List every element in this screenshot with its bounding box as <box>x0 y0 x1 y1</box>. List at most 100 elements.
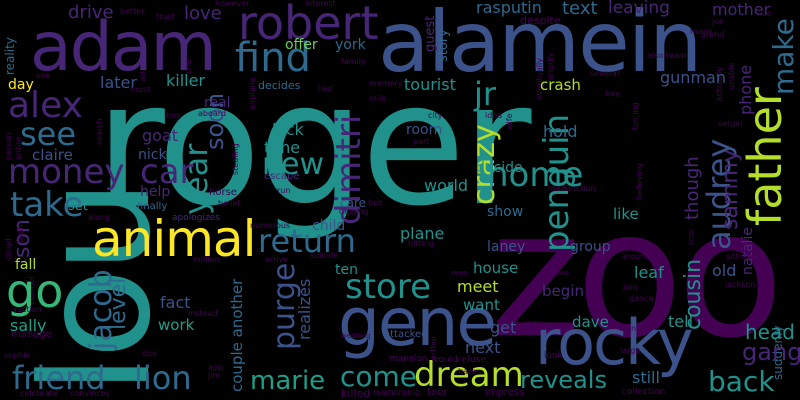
word-rasputin: rasputin <box>476 0 542 17</box>
word-real: real <box>204 95 231 111</box>
word-gunman: gunman <box>660 68 726 87</box>
word-money: money <box>8 152 125 192</box>
word-adam: adam <box>30 8 217 87</box>
word-dance: dance <box>629 294 654 303</box>
word-crop: crop <box>687 229 695 245</box>
word-believing: believing <box>635 163 644 200</box>
word-mile: mile <box>369 94 387 103</box>
word-meet: meet <box>457 277 499 296</box>
word-killer: killer <box>166 71 206 90</box>
word-look: look <box>544 351 563 361</box>
word-belief: belief <box>218 199 241 208</box>
word-make: make <box>767 18 800 95</box>
word-aboard: aboard <box>198 109 227 118</box>
word-sergei: sergei <box>718 119 743 128</box>
word-car: car <box>140 152 194 192</box>
word-airplane: airplane <box>248 77 257 110</box>
word-suicide: suicide <box>310 251 339 260</box>
word-must: must <box>130 85 151 94</box>
word-claire: claire <box>32 146 73 164</box>
word-roger: roger <box>95 46 532 244</box>
word-mansion: mansion <box>389 354 428 364</box>
word-seen: seen <box>451 269 468 277</box>
word-text: text <box>562 0 598 19</box>
word-app: app <box>208 363 224 372</box>
word-despite: despite <box>520 14 561 27</box>
word-attacked: attacked <box>384 329 428 340</box>
word-collection: collection <box>622 387 666 397</box>
word-grand: grand <box>701 30 725 39</box>
word-lied: lied <box>318 84 333 93</box>
word-around: around <box>622 252 651 261</box>
word-auction: auction <box>12 305 42 314</box>
word-help: help <box>140 184 171 200</box>
word-take: take <box>10 185 84 225</box>
word-aid: aid <box>139 71 147 82</box>
word-family: family <box>341 57 366 66</box>
word-interest: interest <box>305 0 336 8</box>
word-manage: manage <box>11 329 52 340</box>
word-get: get <box>490 318 517 337</box>
word-wedding: wedding <box>341 332 371 340</box>
word-hold: hold <box>543 122 578 141</box>
word-unable: unable <box>727 62 736 90</box>
word-mother: mother <box>712 0 771 19</box>
word-memory: memory <box>369 79 403 88</box>
word-go: go <box>6 264 64 318</box>
word-decide: decide <box>476 160 523 176</box>
word-tourist: tourist <box>404 75 456 94</box>
word-crash: crash <box>540 76 581 94</box>
word-fact: fact <box>160 293 191 312</box>
word-many: many <box>690 27 713 36</box>
word-offer: offer <box>285 37 318 53</box>
word-room: room <box>406 122 443 138</box>
word-jim: jim <box>208 371 221 380</box>
word-leaf: leaf <box>634 263 664 282</box>
word-murderer: murderer <box>755 262 764 300</box>
word-jackson: jackson <box>725 280 756 289</box>
word-joe: joe <box>712 17 725 26</box>
word-wife: wife <box>505 113 514 130</box>
word-end: end <box>720 324 737 334</box>
word-arrive: arrive <box>265 255 289 264</box>
word-ice: ice <box>760 9 772 18</box>
word-work: work <box>158 316 195 334</box>
word-however: however <box>215 0 250 8</box>
word-plane: plane <box>400 224 445 243</box>
word-boy: boy <box>166 111 181 120</box>
word-laney: laney <box>487 239 526 255</box>
word-world: world <box>424 176 469 195</box>
word-decides: decides <box>258 79 301 92</box>
word-tell: tell <box>668 312 694 331</box>
word-killed: killed <box>341 387 371 400</box>
word-bus: bus <box>368 198 383 207</box>
word-dream: dream <box>414 355 524 395</box>
word-like: like <box>613 205 639 223</box>
word-marie: marie <box>250 366 326 396</box>
word-harm: harm <box>458 367 479 376</box>
word-news: news <box>551 269 570 277</box>
word-reality: reality <box>3 37 17 75</box>
word-bay: bay <box>605 89 620 98</box>
word-part: part <box>413 137 430 146</box>
word-story: story <box>436 29 451 62</box>
word-old: old <box>712 261 737 280</box>
word-gene: gene <box>338 284 497 361</box>
word-animal: animal <box>92 210 256 268</box>
word-use: use <box>36 71 51 80</box>
word-alex: alex <box>8 85 83 126</box>
word-day: day <box>8 77 34 93</box>
word-goat: goat <box>142 126 179 145</box>
word-leaving: leaving <box>608 0 670 18</box>
word-head: head <box>745 320 795 344</box>
word-next: next <box>465 338 501 357</box>
word-house: house <box>473 259 519 277</box>
word-drive: drive <box>68 2 114 23</box>
word-robert: robert <box>238 0 379 50</box>
word-several: several <box>590 69 620 78</box>
word-want: want <box>463 296 500 314</box>
word-home: home <box>487 155 584 195</box>
word-rocky: rocky <box>535 306 694 379</box>
word-malfunction: malfunction <box>548 184 596 193</box>
word-relationship: relationship <box>373 388 421 397</box>
